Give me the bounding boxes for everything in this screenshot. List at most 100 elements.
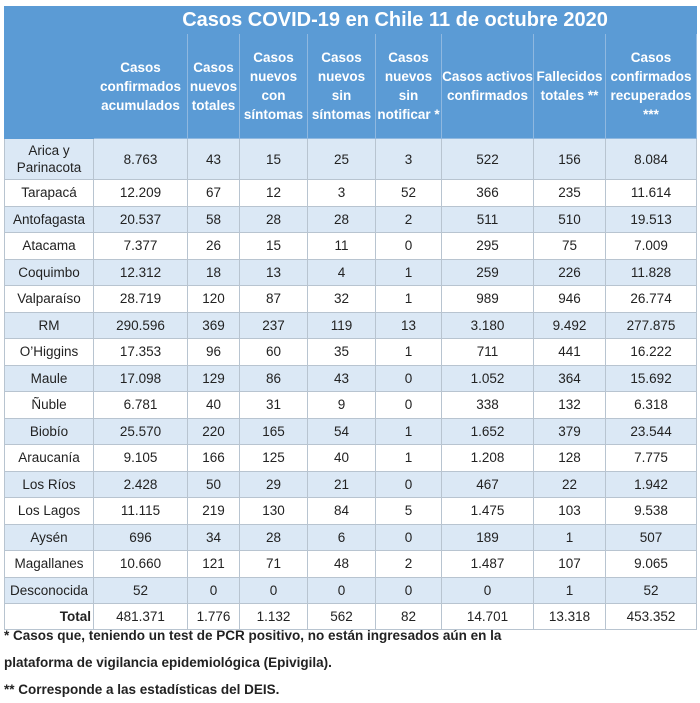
value-cell: 11.828 <box>604 258 698 286</box>
header-row: Casos confirmados acumulados Casos nuevos… <box>4 33 698 139</box>
value-cell: 15.692 <box>604 364 698 392</box>
value-cell: 1.942 <box>604 470 698 498</box>
value-cell: 25.570 <box>93 417 188 445</box>
table-row: Atacama 7.377 26 15 11 0 295 75 7.009 <box>4 232 698 260</box>
value-cell: 87 <box>239 285 308 313</box>
value-cell: 364 <box>533 364 606 392</box>
value-cell: 58 <box>187 205 240 233</box>
value-cell: 60 <box>239 338 308 366</box>
value-cell: 295 <box>441 232 534 260</box>
value-cell: 2.428 <box>93 470 188 498</box>
value-cell: 13 <box>375 311 442 339</box>
region-cell: Tarapacá <box>4 179 94 207</box>
value-cell: 507 <box>604 523 698 551</box>
value-cell: 26 <box>187 232 240 260</box>
value-cell: 13 <box>239 258 308 286</box>
total-value-cell: 453.352 <box>604 603 698 630</box>
value-cell: 119 <box>307 311 376 339</box>
value-cell: 10.660 <box>93 550 188 578</box>
region-cell: O’Higgins <box>4 338 94 366</box>
column-header: Casos activos confirmados <box>441 33 534 139</box>
value-cell: 20.537 <box>93 205 188 233</box>
value-cell: 8.084 <box>604 138 698 180</box>
value-cell: 0 <box>187 576 240 604</box>
value-cell: 1 <box>533 576 606 604</box>
value-cell: 9 <box>307 391 376 419</box>
value-cell: 17.098 <box>93 364 188 392</box>
value-cell: 711 <box>441 338 534 366</box>
value-cell: 441 <box>533 338 606 366</box>
total-value-cell: 13.318 <box>533 603 606 630</box>
region-cell: Atacama <box>4 232 94 260</box>
table-row: Arica y Parinacota 8.763 43 15 25 3 522 156 8.08… <box>4 138 698 180</box>
value-cell: 52 <box>604 576 698 604</box>
value-cell: 71 <box>239 550 308 578</box>
value-cell: 3.180 <box>441 311 534 339</box>
region-cell: Magallanes <box>4 550 94 578</box>
region-cell: Los Lagos <box>4 497 94 525</box>
region-cell: Ñuble <box>4 391 94 419</box>
value-cell: 31 <box>239 391 308 419</box>
table-row: Coquimbo 12.312 18 13 4 1 259 226 11.828 <box>4 258 698 286</box>
value-cell: 8.763 <box>93 138 188 180</box>
column-header: Casos nuevos totales <box>187 33 240 139</box>
value-cell: 220 <box>187 417 240 445</box>
value-cell: 6.781 <box>93 391 188 419</box>
value-cell: 67 <box>187 179 240 207</box>
value-cell: 120 <box>187 285 240 313</box>
total-value-cell: 1.776 <box>187 603 240 630</box>
table-row: Valparaíso 28.719 120 87 32 1 989 946 26.774 <box>4 285 698 313</box>
value-cell: 156 <box>533 138 606 180</box>
table-row: Aysén 696 34 28 6 0 189 1 507 <box>4 523 698 551</box>
value-cell: 28 <box>307 205 376 233</box>
region-cell: Coquimbo <box>4 258 94 286</box>
table-row: Biobío 25.570 220 165 54 1 1.652 379 23.544 <box>4 417 698 445</box>
value-cell: 32 <box>307 285 376 313</box>
region-cell: Los Ríos <box>4 470 94 498</box>
value-cell: 29 <box>239 470 308 498</box>
value-cell: 21 <box>307 470 376 498</box>
value-cell: 989 <box>441 285 534 313</box>
value-cell: 7.377 <box>93 232 188 260</box>
value-cell: 277.875 <box>604 311 698 339</box>
value-cell: 9.538 <box>604 497 698 525</box>
value-cell: 11 <box>307 232 376 260</box>
table-row: Tarapacá 12.209 67 12 3 52 366 235 11.614 <box>4 179 698 207</box>
table-row: Antofagasta 20.537 58 28 28 2 511 510 19.513 <box>4 205 698 233</box>
value-cell: 1.652 <box>441 417 534 445</box>
value-cell: 9.105 <box>93 444 188 472</box>
value-cell: 379 <box>533 417 606 445</box>
value-cell: 165 <box>239 417 308 445</box>
value-cell: 40 <box>187 391 240 419</box>
value-cell: 259 <box>441 258 534 286</box>
column-header: Fallecidos totales ** <box>533 33 606 139</box>
region-cell: Aysén <box>4 523 94 551</box>
value-cell: 15 <box>239 138 308 180</box>
value-cell: 1.208 <box>441 444 534 472</box>
value-cell: 9.492 <box>533 311 606 339</box>
column-header: Casos nuevos sin notificar * <box>375 33 442 139</box>
table-row: Desconocida 52 0 0 0 0 0 1 52 <box>4 576 698 604</box>
corner-cell <box>4 6 94 34</box>
value-cell: 35 <box>307 338 376 366</box>
value-cell: 338 <box>441 391 534 419</box>
value-cell: 50 <box>187 470 240 498</box>
value-cell: 5 <box>375 497 442 525</box>
value-cell: 125 <box>239 444 308 472</box>
table-body: Arica y Parinacota 8.763 43 15 25 3 522 156 8.08… <box>4 138 698 630</box>
value-cell: 43 <box>307 364 376 392</box>
value-cell: 107 <box>533 550 606 578</box>
value-cell: 28 <box>239 523 308 551</box>
value-cell: 11.115 <box>93 497 188 525</box>
table-row: Ñuble 6.781 40 31 9 0 338 132 6.318 <box>4 391 698 419</box>
region-cell: RM <box>4 311 94 339</box>
region-cell: Valparaíso <box>4 285 94 313</box>
value-cell: 129 <box>187 364 240 392</box>
footnote-line: * Casos que, teniendo un test de PCR pos… <box>4 628 502 643</box>
value-cell: 52 <box>93 576 188 604</box>
value-cell: 128 <box>533 444 606 472</box>
value-cell: 86 <box>239 364 308 392</box>
value-cell: 696 <box>93 523 188 551</box>
value-cell: 1 <box>375 444 442 472</box>
region-cell: Antofagasta <box>4 205 94 233</box>
